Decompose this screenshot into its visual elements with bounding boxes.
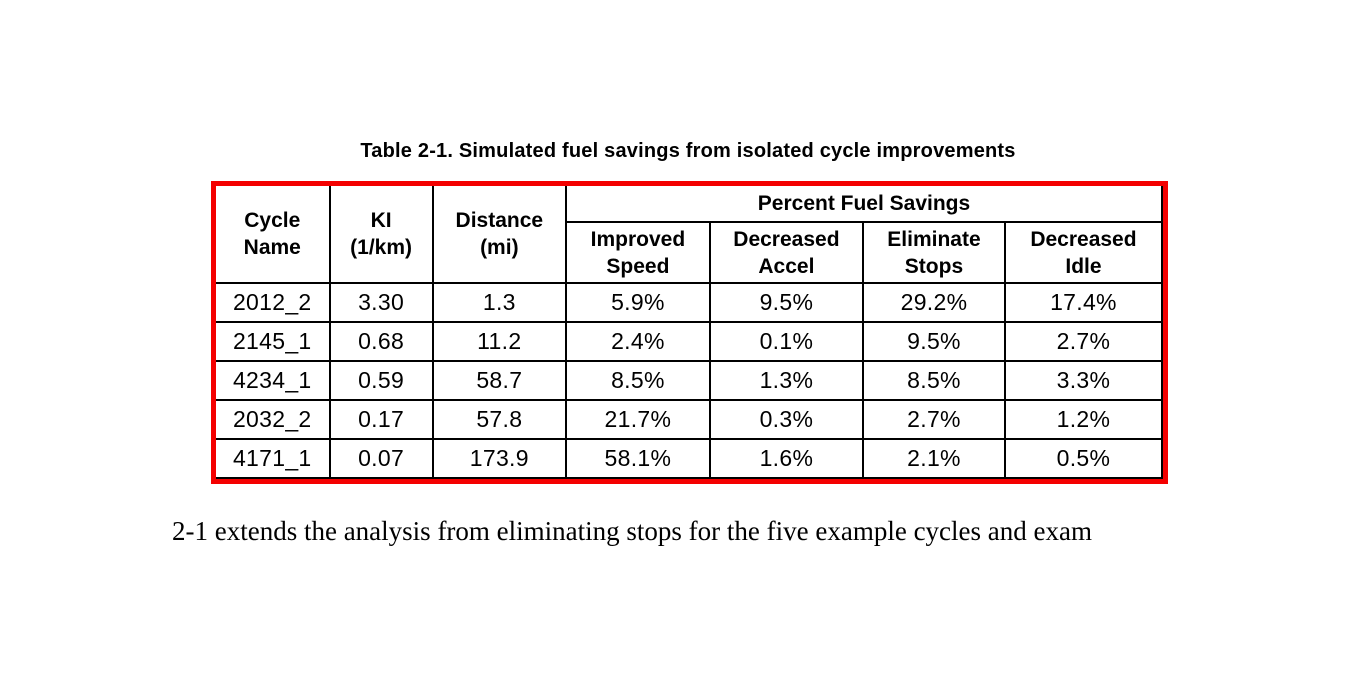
eliminate-stops-cell: 9.5%	[862, 321, 1006, 362]
decreased-idle-cell: 3.3%	[1003, 360, 1164, 401]
decreased-idle-cell: 17.4%	[1003, 283, 1164, 323]
col-header-cycle-name: Cycle Name	[216, 186, 331, 284]
header-row-sub: Improved Speed Decreased Accel Eliminate…	[216, 221, 1164, 284]
header-row-group: Cycle Name KI (1/km) Distance (mi) Perce…	[216, 186, 1163, 284]
col-header-distance: Distance (mi)	[431, 186, 568, 284]
ki-cell: 0.07	[328, 438, 434, 479]
distance-cell: 1.3	[431, 283, 568, 323]
decreased-accel-cell: 0.3%	[708, 399, 865, 440]
group-header-percent-fuel-savings: Percent Fuel Savings	[565, 186, 1163, 223]
eliminate-stops-cell: 2.1%	[862, 438, 1006, 479]
table-row: 4171_1 0.07 173.9 58.1% 1.6% 2.1% 0.5%	[216, 438, 1164, 479]
improved-speed-cell: 21.7%	[565, 399, 711, 440]
decreased-accel-cell: 9.5%	[708, 283, 865, 323]
distance-cell: 173.9	[431, 438, 568, 479]
col-header-decreased-accel: Decreased Accel	[708, 221, 865, 284]
cycle-name-cell: 4171_1	[216, 438, 331, 479]
decreased-accel-cell: 1.3%	[708, 360, 865, 401]
eliminate-stops-cell: 29.2%	[862, 283, 1006, 323]
decreased-accel-cell: 0.1%	[708, 321, 865, 362]
table-row: 2012_2 3.30 1.3 5.9% 9.5% 29.2% 17.4%	[216, 283, 1164, 323]
distance-cell: 58.7	[431, 360, 568, 401]
eliminate-stops-cell: 8.5%	[862, 360, 1006, 401]
improved-speed-cell: 8.5%	[565, 360, 711, 401]
ki-cell: 0.59	[328, 360, 434, 401]
table-row: 2032_2 0.17 57.8 21.7% 0.3% 2.7% 1.2%	[216, 399, 1164, 440]
eliminate-stops-cell: 2.7%	[862, 399, 1006, 440]
improved-speed-cell: 2.4%	[565, 321, 711, 362]
decreased-idle-cell: 1.2%	[1003, 399, 1164, 440]
improved-speed-cell: 58.1%	[565, 438, 711, 479]
cycle-name-cell: 2145_1	[216, 321, 331, 362]
decreased-accel-cell: 1.6%	[708, 438, 865, 479]
decreased-idle-cell: 0.5%	[1003, 438, 1164, 479]
distance-cell: 11.2	[431, 321, 568, 362]
body-text: 2-1 extends the analysis from eliminatin…	[172, 516, 1092, 546]
ki-cell: 3.30	[328, 283, 434, 323]
ki-cell: 0.68	[328, 321, 434, 362]
fuel-savings-table-frame: Cycle Name KI (1/km) Distance (mi) Perce…	[211, 181, 1168, 484]
col-header-decreased-idle: Decreased Idle	[1003, 221, 1164, 284]
distance-cell: 57.8	[431, 399, 568, 440]
improved-speed-cell: 5.9%	[565, 283, 711, 323]
table-row: 2145_1 0.68 11.2 2.4% 0.1% 9.5% 2.7%	[216, 321, 1164, 362]
table-row: 4234_1 0.59 58.7 8.5% 1.3% 8.5% 3.3%	[216, 360, 1164, 401]
decreased-idle-cell: 2.7%	[1003, 321, 1164, 362]
cycle-name-cell: 2012_2	[216, 283, 331, 323]
cycle-name-cell: 4234_1	[216, 360, 331, 401]
fuel-savings-table: Cycle Name KI (1/km) Distance (mi) Perce…	[216, 186, 1164, 479]
cycle-name-cell: 2032_2	[216, 399, 331, 440]
table-title: Table 2-1. Simulated fuel savings from i…	[360, 140, 1016, 162]
col-header-ki: KI (1/km)	[328, 186, 434, 284]
ki-cell: 0.17	[328, 399, 434, 440]
col-header-improved-speed: Improved Speed	[566, 221, 711, 284]
col-header-eliminate-stops: Eliminate Stops	[862, 221, 1006, 284]
